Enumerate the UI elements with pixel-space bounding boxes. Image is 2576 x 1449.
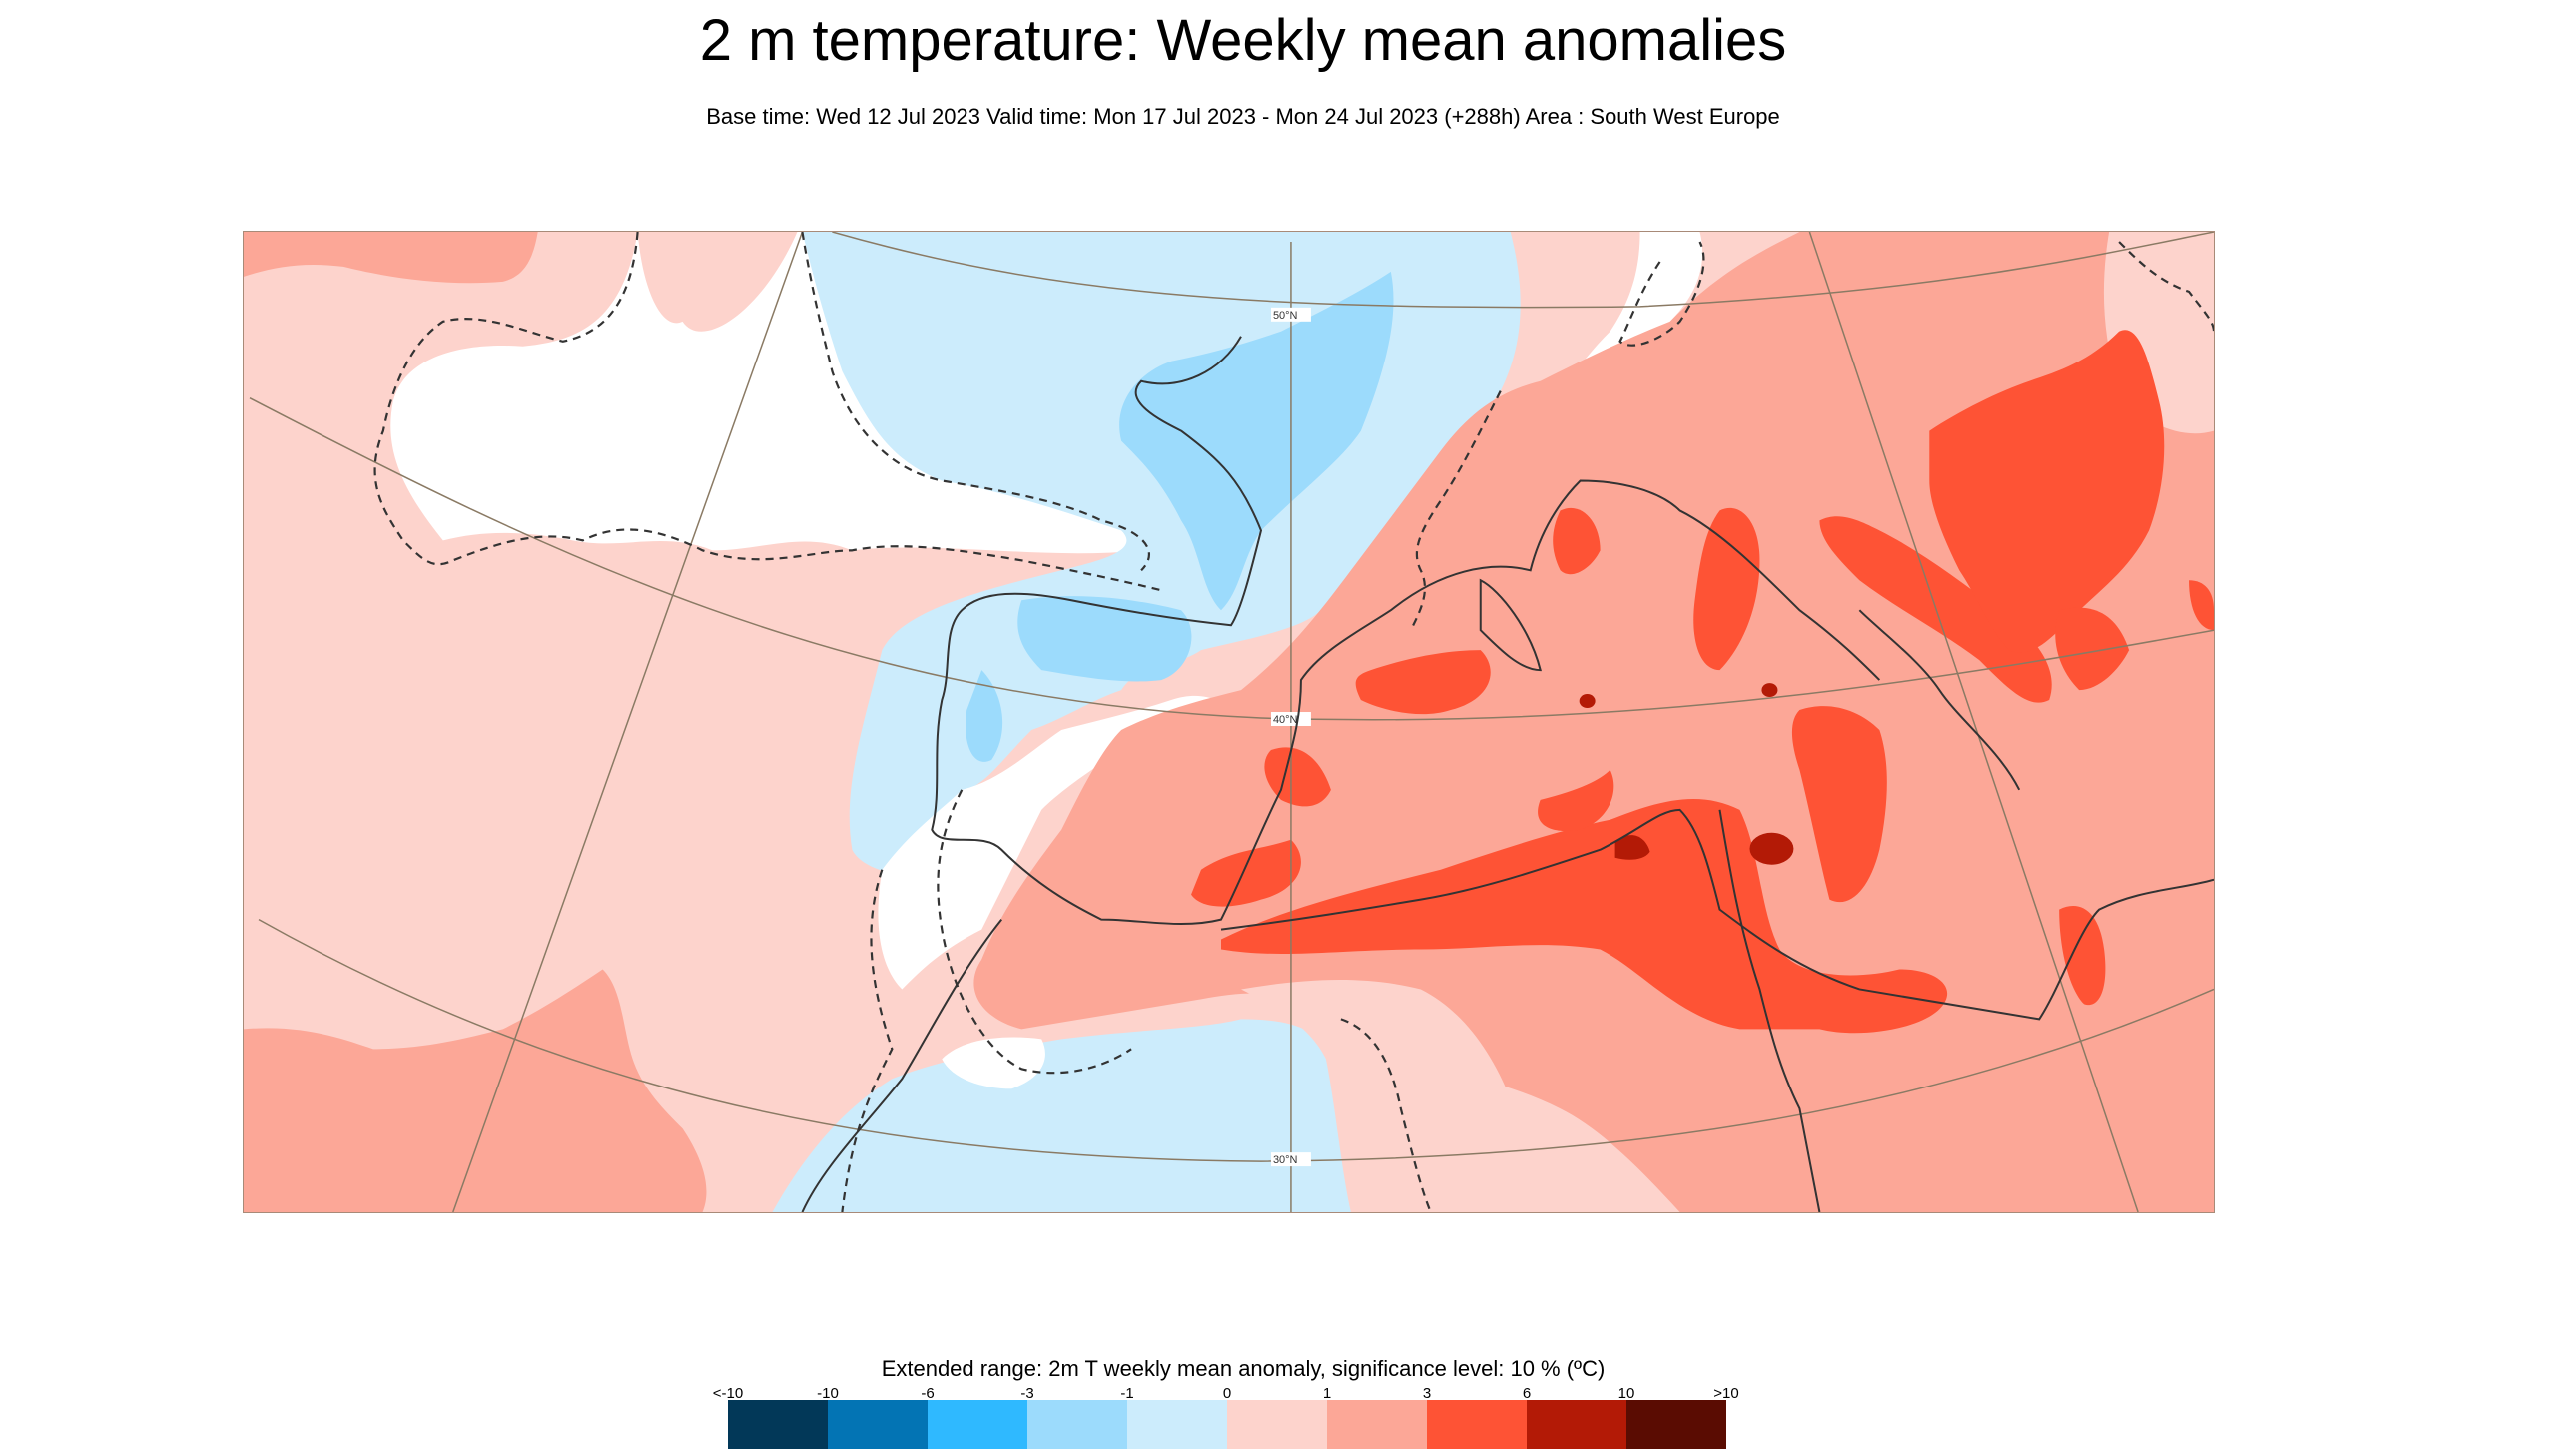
legend-title: Extended range: 2m T weekly mean anomaly…	[881, 1356, 1606, 1381]
chart-title: 2 m temperature: Weekly mean anomalies	[699, 8, 1787, 73]
anomaly-3-6-region	[1553, 507, 1601, 575]
legend-tick: 3	[1422, 1385, 1432, 1402]
anomaly-m3-m1-region	[965, 670, 1003, 762]
anomaly-3-6-region	[2059, 906, 2106, 1006]
anomaly-1-3-region	[973, 232, 2214, 1212]
significance-contours	[373, 232, 2214, 1212]
legend-swatch	[1527, 1400, 1626, 1449]
lat-label-30n: 30°N	[1273, 1154, 1298, 1166]
legend-color-bar	[728, 1400, 1726, 1449]
legend-tick-labels: <-10 -10 -6 -3 -1 0 1 3 6 10 >10	[713, 1385, 1739, 1402]
anomaly-3-6-region	[1929, 330, 2165, 653]
lat-label-40n: 40°N	[1273, 714, 1298, 726]
anomaly-6-10-region	[1761, 683, 1778, 698]
legend-swatch	[1427, 1400, 1527, 1449]
legend-swatch	[828, 1400, 928, 1449]
legend-tick: 1	[1322, 1385, 1332, 1402]
legend-swatch	[1027, 1400, 1127, 1449]
legend-tick: -1	[1120, 1385, 1134, 1402]
anomaly-m3-m1-region	[1119, 271, 1394, 611]
legend-swatch	[1227, 1400, 1327, 1449]
anomaly-3-6-region	[1693, 507, 1760, 671]
legend-tick: >10	[1713, 1385, 1739, 1402]
lat-label-50n: 50°N	[1273, 310, 1298, 322]
anomaly-map: 50°N 40°N 30°N	[243, 231, 2215, 1213]
anomaly-1-3-region	[244, 969, 707, 1212]
map-canvas: 50°N 40°N 30°N	[244, 232, 2214, 1212]
anomaly-6-10-region	[1614, 835, 1650, 860]
legend-tick: -10	[817, 1385, 839, 1402]
insignificant-region	[878, 695, 1231, 990]
anomaly-3-6-region	[1355, 650, 1491, 715]
legend-tick: 0	[1222, 1385, 1232, 1402]
legend-swatch	[1327, 1400, 1427, 1449]
coastlines	[801, 336, 2214, 1212]
legend-swatch	[928, 1400, 1027, 1449]
anomaly-6-10-region	[1749, 832, 1794, 865]
legend-swatch	[1127, 1400, 1227, 1449]
chart-subtitle: Base time: Wed 12 Jul 2023 Valid time: M…	[706, 104, 1780, 129]
anomaly-1-3-region	[244, 232, 538, 284]
anomaly-6-10-region	[1579, 694, 1596, 709]
legend-tick: -6	[921, 1385, 935, 1402]
legend-tick: <-10	[712, 1385, 744, 1402]
anomaly-m3-m1-region	[1017, 596, 1192, 682]
anomaly-3-6-region	[1538, 769, 1614, 832]
anomaly-3-6-region	[1791, 706, 1887, 903]
latitude-labels: 50°N 40°N 30°N	[1270, 307, 1311, 1166]
legend-swatch	[1626, 1400, 1726, 1449]
anomaly-3-6-region	[2055, 607, 2130, 691]
legend-tick: 6	[1522, 1385, 1532, 1402]
anomaly-3-6-region	[1221, 798, 1948, 1034]
legend-swatch	[728, 1400, 828, 1449]
legend-tick: 10	[1617, 1385, 1635, 1402]
anomaly-3-6-region	[2189, 580, 2214, 631]
legend-tick: -3	[1020, 1385, 1034, 1402]
anomaly-m1-0-region	[772, 1019, 1361, 1212]
insignificant-region	[942, 1037, 1045, 1089]
anomaly-3-6-region	[1191, 839, 1301, 907]
